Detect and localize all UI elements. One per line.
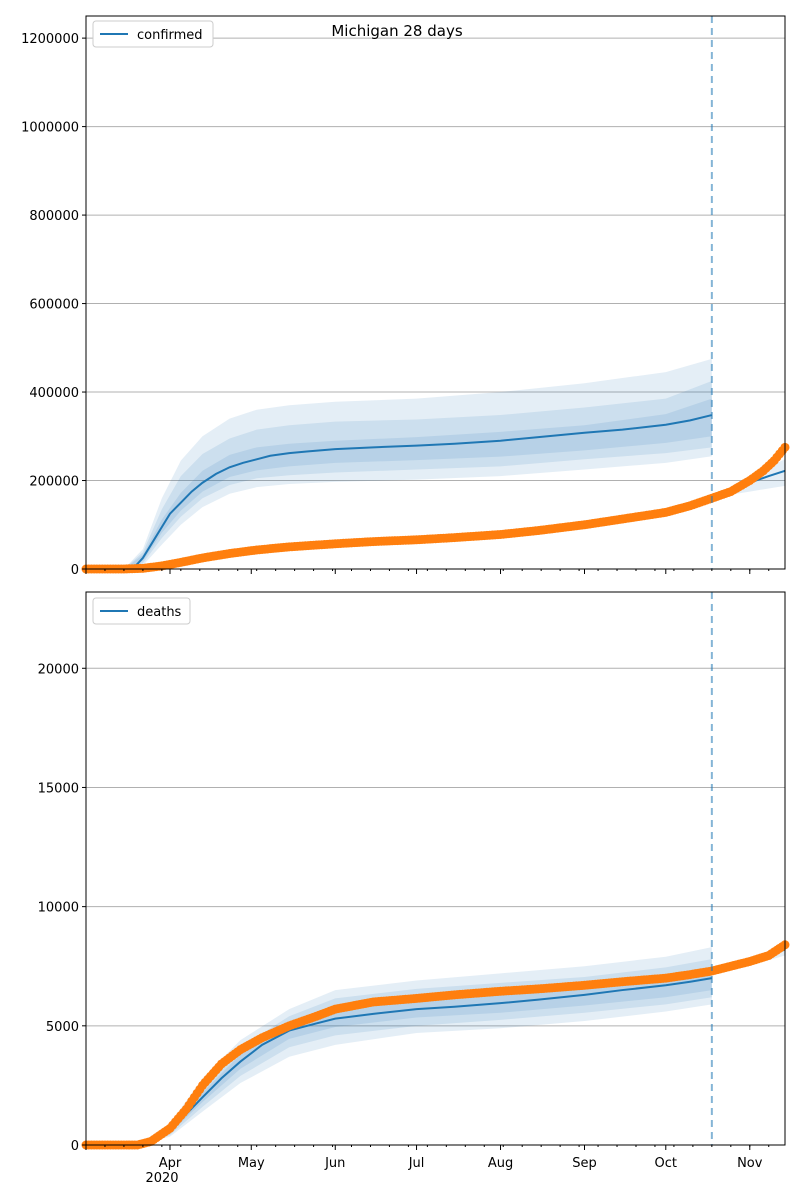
deaths-observed-points (81, 940, 790, 1150)
x-year-label: 2020 (145, 1171, 178, 1186)
deaths-x-tick-label: Apr (159, 1156, 182, 1171)
deaths-y-tick-label: 0 (71, 1139, 79, 1154)
confirmed-legend-label: confirmed (137, 28, 203, 43)
confirmed-band (123, 380, 712, 569)
deaths-band (137, 959, 712, 1145)
confirmed-band (123, 358, 712, 569)
deaths-axes-frame (85, 591, 786, 1146)
deaths-x-axis: Apr May Jun Jul Aug Sep Oct Nov (85, 1145, 770, 1171)
confirmed-grid (86, 37, 785, 482)
deaths-y-tick-label: 10000 (38, 901, 79, 916)
deaths-legend-label: deaths (137, 605, 182, 620)
confirmed-y-tick-label: 600000 (29, 298, 79, 313)
deaths-x-tick-label: Aug (488, 1156, 513, 1171)
deaths-y-axis: 0 5000 10000 15000 20000 (38, 662, 86, 1154)
confirmed-band (123, 398, 712, 569)
confirmed-y-tick-label: 0 (71, 563, 79, 578)
deaths-x-tick-label: Nov (737, 1156, 763, 1171)
deaths-grid (86, 667, 785, 1027)
chart-title: Michigan 28 days (331, 22, 462, 40)
deaths-x-tick-label: Jun (324, 1156, 345, 1171)
confirmed-y-tick-label: 200000 (29, 475, 79, 490)
deaths-x-tick-label: May (238, 1156, 265, 1171)
confirmed-panel: 020000040000060000080000010000001200000 … (21, 15, 790, 578)
confirmed-y-tick-label: 1000000 (21, 121, 79, 136)
deaths-y-tick-label: 15000 (38, 781, 79, 796)
deaths-panel: 0 5000 10000 15000 20000 Apr May Jun Jul Aug Sep O… (38, 591, 790, 1186)
confirmed-y-axis: 0 200000 400000 600000 800000 1000000 1200000 (21, 32, 86, 578)
deaths-legend: deaths (92, 597, 191, 625)
confirmed-x-axis (85, 569, 770, 574)
confirmed-model-fit (86, 414, 713, 570)
deaths-x-tick-label: Oct (655, 1156, 677, 1171)
confirmed-y-tick-label: 1200000 (21, 32, 79, 47)
confirmed-legend: confirmed (92, 20, 214, 48)
confirmed-y-tick-label: 400000 (29, 386, 79, 401)
deaths-y-tick-label: 5000 (46, 1020, 79, 1035)
deaths-y-tick-label: 20000 (38, 662, 79, 677)
deaths-x-tick-label: Jul (408, 1156, 425, 1171)
deaths-x-tick-label: Sep (572, 1156, 597, 1171)
confirmed-axes-frame (85, 15, 786, 570)
confirmed-y-tick-label: 800000 (29, 209, 79, 224)
